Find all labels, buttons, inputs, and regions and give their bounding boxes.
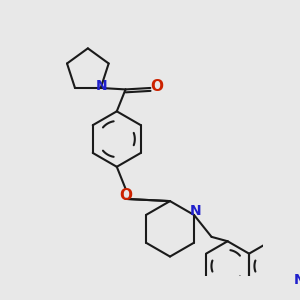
Text: O: O	[119, 188, 132, 202]
Text: N: N	[190, 204, 201, 218]
Text: N: N	[293, 273, 300, 287]
Text: O: O	[150, 79, 163, 94]
Text: N: N	[95, 79, 107, 93]
